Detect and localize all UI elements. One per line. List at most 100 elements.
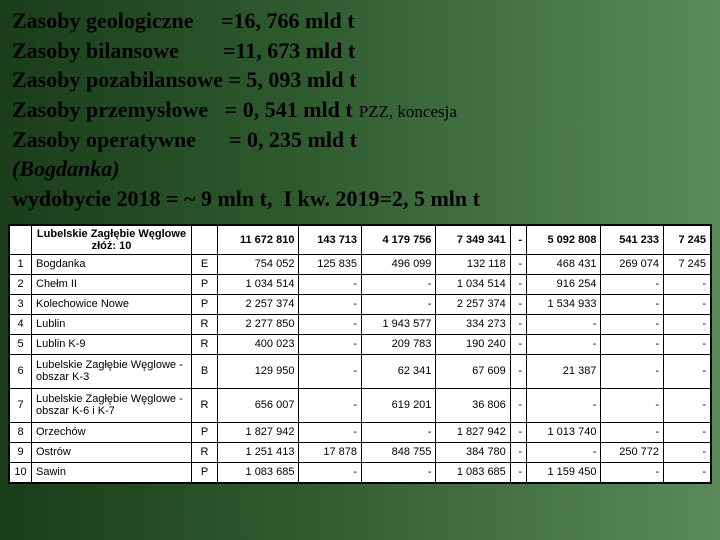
cell-c7: - [601,422,664,442]
cell-c8: - [664,314,711,334]
cell-c7: 269 074 [601,254,664,274]
cell-c2: - [299,294,362,314]
cell-c5: - [510,274,526,294]
cell-idx: 8 [10,422,32,442]
cell-name: Bogdanka [32,254,192,274]
cell-c4: 190 240 [436,334,510,354]
cell-idx: 3 [10,294,32,314]
cell-c8: - [664,294,711,314]
cell-c1: 1 083 685 [218,462,299,482]
cell-name: Lublin K-9 [32,334,192,354]
cell-idx: 5 [10,334,32,354]
line-wydobycie: wydobycie 2018 = ~ 9 mln t, I kw. 2019=2… [12,184,708,214]
table-row: 9OstrówR1 251 41317 878848 755384 780--2… [10,442,711,462]
cell-c8: - [664,354,711,388]
cell-code: R [192,442,218,462]
cell-c7: 250 772 [601,442,664,462]
cell-name: Orzechów [32,422,192,442]
cell-c1: 1 251 413 [218,442,299,462]
cell-c5: - [510,334,526,354]
hdr-c6: 5 092 808 [527,225,601,254]
cell-c3: - [362,422,436,442]
cell-name: Chełm II [32,274,192,294]
cell-idx: 2 [10,274,32,294]
cell-c5: - [510,388,526,422]
cell-idx: 9 [10,442,32,462]
cell-c1: 2 257 374 [218,294,299,314]
cell-code: R [192,314,218,334]
table-row: 7Lubelskie Zagłębie Węglowe - obszar K-6… [10,388,711,422]
hdr-code [192,225,218,254]
cell-c5: - [510,254,526,274]
hdr-c4: 7 349 341 [436,225,510,254]
cell-code: R [192,388,218,422]
cell-c1: 656 007 [218,388,299,422]
cell-c5: - [510,314,526,334]
cell-c7: - [601,274,664,294]
cell-c1: 1 034 514 [218,274,299,294]
cell-c6: 1 159 450 [527,462,601,482]
cell-c3: 209 783 [362,334,436,354]
table-row: 10SawinP1 083 685--1 083 685-1 159 450-- [10,462,711,482]
cell-c4: 1 034 514 [436,274,510,294]
cell-c1: 754 052 [218,254,299,274]
line-bogdanka: (Bogdanka) [12,154,708,184]
hdr-c1: 11 672 810 [218,225,299,254]
cell-c8: 7 245 [664,254,711,274]
deposits-table: Lubelskie Zagłębie Węglowe złóż: 10 11 67… [9,225,711,483]
cell-c2: 125 835 [299,254,362,274]
line-pozabilansowe: Zasoby pozabilansowe = 5, 093 mld t [12,65,708,95]
cell-c2: - [299,274,362,294]
cell-c6: - [527,314,601,334]
cell-name: Lublin [32,314,192,334]
cell-code: E [192,254,218,274]
hdr-c5: - [510,225,526,254]
cell-c6: 916 254 [527,274,601,294]
line-przemyslowe: Zasoby przemysłowe = 0, 541 mld tPZZ, ko… [12,95,708,125]
table-row: 1BogdankaE754 052125 835496 099132 118-4… [10,254,711,274]
cell-c8: - [664,442,711,462]
cell-c2: 17 878 [299,442,362,462]
cell-name: Sawin [32,462,192,482]
cell-c4: 132 118 [436,254,510,274]
cell-c6: 1 013 740 [527,422,601,442]
cell-c7: - [601,294,664,314]
cell-c8: - [664,422,711,442]
cell-c3: - [362,274,436,294]
cell-c4: 67 609 [436,354,510,388]
cell-code: P [192,422,218,442]
cell-c6: 1 534 933 [527,294,601,314]
cell-code: R [192,334,218,354]
cell-c3: - [362,462,436,482]
line-geologiczne: Zasoby geologiczne =16, 766 mld t [12,6,708,36]
hdr-c8: 7 245 [664,225,711,254]
cell-c7: - [601,462,664,482]
cell-c8: - [664,334,711,354]
resources-summary: Zasoby geologiczne =16, 766 mld t Zasoby… [0,0,720,218]
cell-idx: 10 [10,462,32,482]
hdr-c7: 541 233 [601,225,664,254]
hdr-name: Lubelskie Zagłębie Węglowe złóż: 10 [32,225,192,254]
table-row: 5Lublin K-9R400 023-209 783190 240---- [10,334,711,354]
cell-c3: 1 943 577 [362,314,436,334]
cell-idx: 1 [10,254,32,274]
cell-code: B [192,354,218,388]
cell-name: Ostrów [32,442,192,462]
note-pzz: PZZ, koncesja [359,102,457,121]
cell-c6: 21 387 [527,354,601,388]
line-bilansowe: Zasoby bilansowe =11, 673 mld t [12,36,708,66]
table-row: 8OrzechówP1 827 942--1 827 942-1 013 740… [10,422,711,442]
cell-idx: 6 [10,354,32,388]
cell-c8: - [664,462,711,482]
cell-c2: - [299,422,362,442]
cell-code: P [192,462,218,482]
cell-c6: - [527,334,601,354]
cell-c4: 334 273 [436,314,510,334]
cell-c4: 1 827 942 [436,422,510,442]
cell-c3: - [362,294,436,314]
cell-c7: - [601,388,664,422]
cell-name: Lubelskie Zagłębie Węglowe - obszar K-6 … [32,388,192,422]
deposits-table-wrap: Lubelskie Zagłębie Węglowe złóż: 10 11 67… [8,224,712,484]
cell-c1: 2 277 850 [218,314,299,334]
cell-code: P [192,294,218,314]
